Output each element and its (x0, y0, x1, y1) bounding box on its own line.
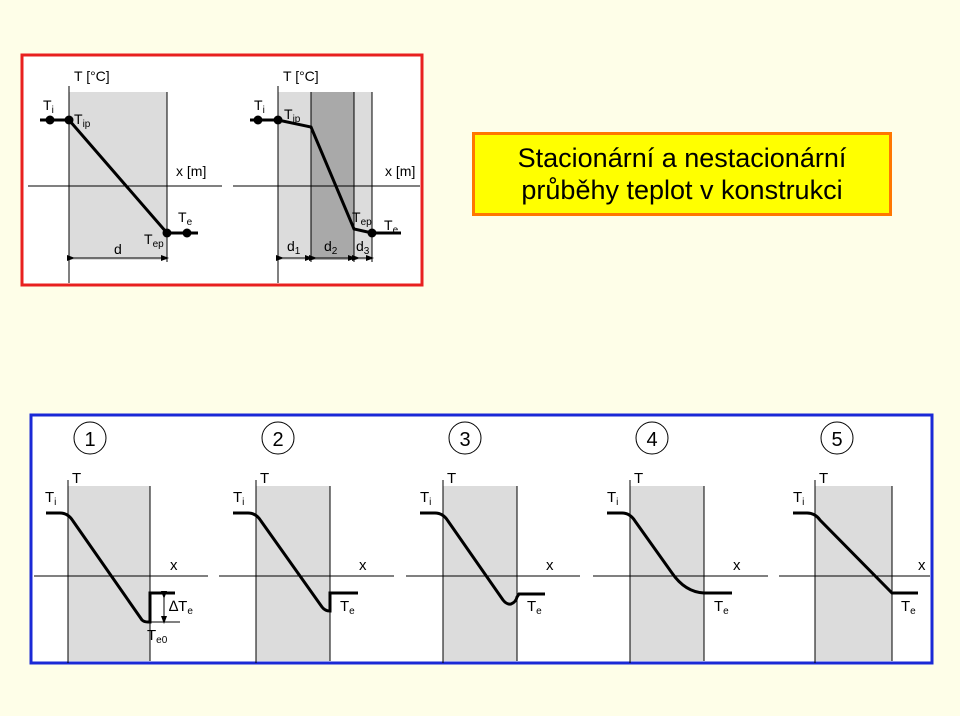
x-axis-label: x (918, 557, 926, 574)
x-axis-label: x (733, 557, 741, 574)
case-3-diagram: 3 T x Ti Te (406, 421, 580, 663)
te-label: Te (340, 598, 355, 617)
x-axis-label: x [m] (176, 163, 206, 179)
ti-label: Ti (607, 489, 618, 508)
temperature-profile-line (607, 511, 732, 595)
y-axis-label: T (260, 470, 269, 487)
te0-label: Te0 (147, 627, 168, 646)
case-number-circle (261, 421, 295, 455)
case-2-diagram: 2 T x Ti Te (219, 421, 394, 663)
temperature-profile-line (250, 118, 401, 235)
tep-point (162, 228, 172, 238)
tip-label: Tip (284, 106, 301, 125)
tip-point (45, 115, 55, 125)
y-axis-label: T [°C] (283, 68, 319, 84)
slide-title-box: Stacionární a nestacionární průběhy tepl… (472, 132, 892, 216)
ti-label: Ti (793, 489, 804, 508)
tip-label: Tip (74, 111, 91, 130)
wall-layer (256, 486, 330, 661)
wall-layer (630, 486, 704, 661)
te-label: Te (178, 209, 193, 228)
temperature-profile-line (233, 511, 358, 613)
d3-label: d3 (356, 238, 370, 257)
ti-label: Ti (43, 97, 54, 116)
ti-point (253, 115, 263, 125)
te-point (182, 228, 192, 238)
wall-layer (443, 486, 517, 661)
temperature-profile-line (793, 511, 918, 595)
te-label: Te (901, 598, 916, 617)
case-number-circle (820, 421, 854, 455)
ti-label: Ti (233, 489, 244, 508)
case-1-diagram: 1 T x Ti ∆Te Te0 (34, 421, 208, 663)
case-4-diagram: 4 T x Ti Te (593, 421, 768, 663)
layer-3 (354, 92, 372, 260)
tip-point (273, 115, 283, 125)
d1-label: d1 (287, 238, 301, 257)
y-axis-label: T [°C] (74, 68, 110, 84)
temperature-profile-line (46, 511, 175, 624)
y-axis-label: T (634, 470, 643, 487)
ti-label: Ti (45, 489, 56, 508)
tep-label: Tep (352, 209, 372, 228)
case-number: 4 (646, 429, 657, 451)
single-layer-diagram: T [°C] x [m] Ti Tip Te Tep d (28, 68, 222, 283)
case-number: 3 (459, 429, 470, 451)
y-axis-label: T (819, 470, 828, 487)
d2-label: d2 (324, 238, 338, 257)
te-label: Te (527, 598, 542, 617)
delta-te-label: ∆Te (169, 598, 193, 617)
nonstationary-panel: 1 T x Ti ∆Te Te0 2 T x Ti Te (29, 413, 934, 665)
te-label: Te (714, 598, 729, 617)
x-axis-label: x (546, 557, 554, 574)
thickness-label: d (114, 241, 122, 257)
temperature-profile-line (420, 511, 545, 606)
case-number: 2 (272, 429, 283, 451)
y-axis-label: T (447, 470, 456, 487)
case-5-diagram: 5 T x Ti Te (779, 421, 930, 663)
x-axis-label: x (359, 557, 367, 574)
case-number: 5 (831, 429, 842, 451)
tip-point (64, 115, 74, 125)
case-number-circle (635, 421, 669, 455)
case-number-circle (448, 421, 482, 455)
case-number: 1 (84, 429, 95, 451)
case-number-circle (73, 421, 107, 455)
stationary-panel: T [°C] x [m] Ti Tip Te Tep d T [°C] (20, 53, 424, 287)
tep-label: Tep (144, 231, 164, 250)
title-line-2: průběhy teplot v konstrukci (521, 175, 843, 205)
ti-label: Ti (254, 97, 265, 116)
tep-point (367, 228, 377, 238)
x-axis-label: x (170, 557, 178, 574)
three-layer-diagram: T [°C] x [m] Ti Tip Tep Te d1 d2 d3 (233, 68, 420, 283)
title-line-1: Stacionární a nestacionární (517, 143, 847, 173)
y-axis-label: T (72, 470, 81, 487)
ti-label: Ti (420, 489, 431, 508)
te-label: Te (384, 217, 399, 236)
wall-layer (815, 486, 892, 661)
x-axis-label: x [m] (385, 163, 415, 179)
